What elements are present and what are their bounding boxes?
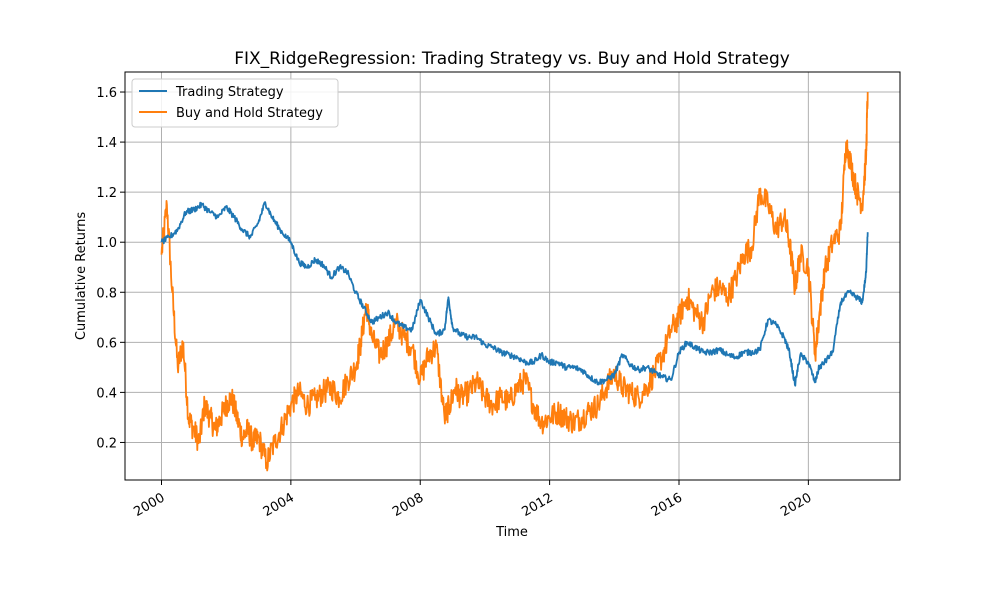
y-tick-label: 1.2 xyxy=(96,186,117,201)
y-tick-label: 0.6 xyxy=(96,336,117,351)
chart-title: FIX_RidgeRegression: Trading Strategy vs… xyxy=(234,49,790,69)
grid xyxy=(125,72,900,480)
y-axis-label: Cumulative Returns xyxy=(74,212,89,340)
y-tick-label: 1.6 xyxy=(96,86,117,101)
x-axis-label: Time xyxy=(495,525,528,540)
y-tick-label: 1.4 xyxy=(96,136,117,151)
y-tick-label: 0.8 xyxy=(96,286,117,301)
series-line-buy-and-hold xyxy=(160,91,869,472)
plot-frame xyxy=(124,71,901,481)
legend-label-trading: Trading Strategy xyxy=(175,85,284,100)
legend-box xyxy=(131,78,339,128)
y-tick-label: 0.4 xyxy=(96,386,117,401)
legend-label-buyhold: Buy and Hold Strategy xyxy=(176,106,323,121)
series-layer xyxy=(160,91,869,472)
y-tick-label: 0.2 xyxy=(96,436,117,451)
series-line-trading-strategy xyxy=(160,201,869,387)
legend: Trading Strategy Buy and Hold Strategy xyxy=(131,78,339,128)
y-axis-ticks: 0.2 0.4 0.6 0.8 1.0 1.2 1.4 1.6 xyxy=(96,86,125,451)
y-tick-label: 1.0 xyxy=(96,236,117,251)
